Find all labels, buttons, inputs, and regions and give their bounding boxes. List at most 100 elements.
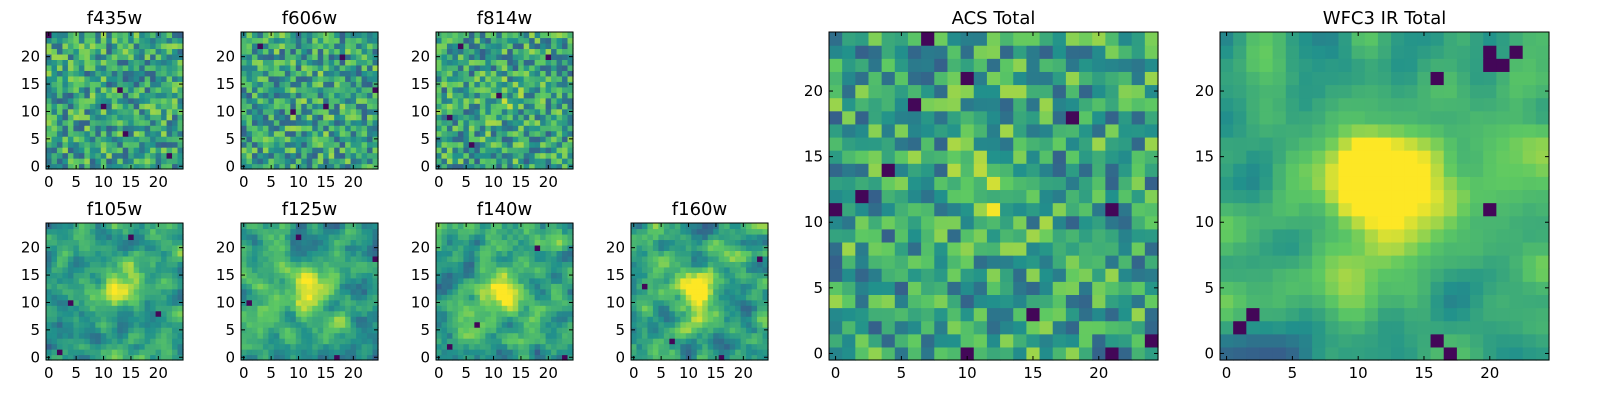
pixel-cell [507, 125, 514, 132]
pixel-cell [474, 272, 481, 279]
pixel-cell [356, 343, 363, 350]
pixel-cell [295, 316, 302, 323]
pixel-cell [367, 64, 374, 71]
pixel-cell [317, 233, 324, 241]
pixel-cell [84, 283, 91, 290]
pixel-cell [128, 349, 135, 356]
pixel-cell [128, 152, 135, 159]
pixel-cell [551, 223, 558, 230]
pixel-cell [367, 239, 374, 246]
pixel-cell [960, 150, 975, 164]
pixel-cell [144, 163, 151, 170]
pixel-cell [529, 343, 536, 350]
pixel-cell [713, 250, 720, 257]
pixel-cell [279, 97, 286, 104]
pixel-cell [680, 261, 687, 268]
pixel-cell [67, 53, 74, 60]
pixel-cell [534, 108, 541, 115]
pixel-cell [729, 299, 736, 306]
pixel-cell [56, 147, 64, 154]
pixel-cell [279, 255, 286, 262]
pixel-cell [246, 244, 253, 251]
pixel-cell [479, 244, 486, 251]
pixel-cell [78, 255, 85, 262]
x-tick-label: 15 [121, 173, 140, 191]
pixel-cell [161, 305, 168, 312]
pixel-cell [685, 283, 692, 290]
pixel-cell [339, 244, 346, 251]
pixel-cell [907, 228, 922, 243]
pixel-cell [67, 158, 74, 165]
pixel-cell [262, 255, 269, 262]
pixel-cell [284, 233, 291, 241]
pixel-cell [155, 119, 162, 126]
pixel-cell [262, 233, 269, 241]
pixel-cell [490, 81, 497, 88]
pixel-cell [177, 152, 184, 159]
pixel-cell [436, 59, 443, 66]
pixel-cell [317, 75, 324, 82]
pixel-cell [757, 250, 764, 257]
pixel-cell [556, 349, 563, 356]
pixel-cell [117, 266, 124, 273]
pixel-cell [356, 97, 363, 104]
pixel-cell [111, 228, 118, 235]
x-tick-label: 20 [344, 364, 363, 382]
pixel-cell [1065, 346, 1080, 361]
y-tick-label: 15 [216, 266, 235, 284]
pixel-cell [317, 244, 324, 251]
pixel-cell [166, 310, 173, 317]
pixel-cell [100, 244, 107, 251]
pixel-cell [556, 223, 563, 230]
pixel-cell [663, 244, 670, 251]
pixel-cell [729, 250, 736, 257]
pixel-cell [713, 255, 720, 262]
pixel-cell [367, 125, 374, 132]
pixel-cell [290, 343, 297, 350]
pixel-cell [312, 114, 319, 121]
pixel-cell [479, 147, 486, 154]
pixel-cell [534, 233, 541, 241]
pixel-cell [89, 37, 96, 44]
pixel-cell [1052, 163, 1067, 177]
pixel-cell [490, 130, 497, 137]
pixel-cell [150, 32, 157, 39]
pixel-cell [46, 130, 53, 137]
pixel-cell [647, 316, 654, 323]
pixel-cell [301, 136, 308, 143]
pixel-cell [161, 103, 168, 110]
pixel-cell [150, 294, 157, 301]
pixel-cell [540, 108, 547, 115]
pixel-cell [746, 250, 753, 257]
pixel-cell [262, 108, 269, 115]
pixel-cell [268, 233, 275, 241]
pixel-cell [334, 338, 341, 345]
pixel-cell [1000, 163, 1014, 177]
pixel-cell [485, 32, 492, 39]
pixel-cell [161, 114, 168, 121]
pixel-cell [177, 332, 184, 339]
pixel-cell [669, 223, 676, 230]
pixel-cell [496, 299, 503, 306]
pixel-cell [345, 86, 352, 93]
pixel-cell [100, 327, 107, 334]
pixel-cell [1039, 281, 1054, 295]
pixel-cell [501, 349, 508, 356]
pixel-cell [372, 288, 379, 295]
pixel-cell [106, 250, 113, 257]
pixel-cell [334, 316, 341, 323]
pixel-cell [67, 272, 74, 279]
pixel-cell [556, 255, 563, 262]
pixel-cell [691, 266, 698, 273]
pixel-cell [128, 103, 135, 110]
pixel-cell [372, 332, 379, 339]
pixel-cell [67, 244, 74, 251]
pixel-cell [56, 228, 64, 235]
pixel-cell [317, 354, 324, 361]
pixel-cell [328, 261, 335, 268]
pixel-cell [507, 349, 514, 356]
pixel-cell [485, 244, 492, 251]
pixel-cell [457, 228, 464, 235]
pixel-cell [1092, 241, 1106, 256]
pixel-cell [842, 228, 856, 243]
